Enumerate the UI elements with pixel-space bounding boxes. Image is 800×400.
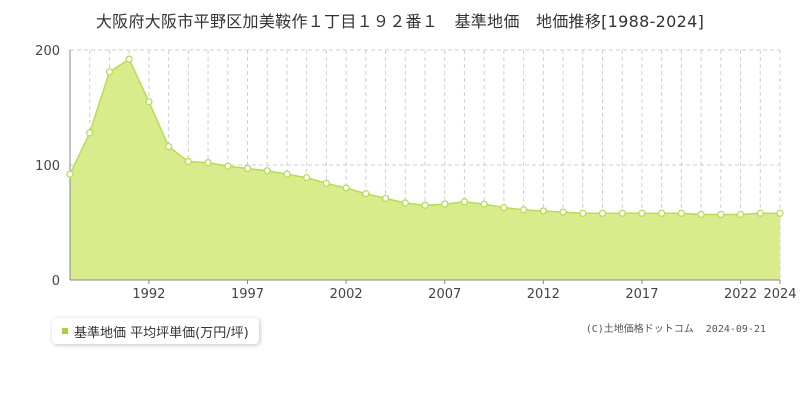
copyright: (C)土地価格ドットコム 2024-09-21 — [586, 320, 766, 335]
data-point — [401, 199, 409, 207]
data-point — [480, 200, 488, 208]
data-point — [86, 129, 94, 137]
x-tick-label: 2017 — [625, 287, 658, 302]
x-tick-label: 2007 — [428, 287, 461, 302]
x-tick-label: 1992 — [132, 287, 165, 302]
y-tick-labels: 0 100 200 — [35, 44, 60, 289]
x-tick-label: 2022 — [724, 287, 757, 302]
data-point — [322, 179, 331, 188]
y-tick-label: 100 — [35, 159, 60, 174]
data-point — [381, 194, 390, 203]
legend: 基準地価 平均坪単価(万円/坪) — [52, 318, 259, 344]
data-point — [441, 200, 449, 208]
data-point — [638, 209, 646, 217]
data-point — [598, 209, 607, 217]
data-point — [421, 201, 429, 209]
data-point — [224, 162, 232, 170]
data-point — [559, 208, 567, 216]
data-point — [460, 198, 469, 206]
data-point — [717, 210, 725, 219]
x-tick-label: 1997 — [231, 287, 264, 302]
chart-title: 大阪府大阪市平野区加美鞍作１丁目１９２番１ 基準地価 地価推移[1988-202… — [95, 12, 705, 31]
copyright-date: 2024-09-21 — [705, 324, 766, 335]
series-area — [70, 59, 780, 281]
data-point — [243, 164, 252, 173]
y-tick-label: 200 — [35, 44, 60, 59]
data-point — [756, 209, 764, 217]
data-point — [519, 206, 528, 214]
axes — [69, 50, 781, 284]
data-point — [776, 209, 784, 217]
data-point — [66, 170, 74, 178]
x-tick-label: 2012 — [527, 287, 560, 302]
x-tick-label: 2024 — [763, 287, 796, 302]
data-point — [658, 209, 666, 217]
data-point — [263, 167, 271, 175]
data-point — [125, 55, 133, 63]
points-layer — [66, 55, 784, 219]
data-point — [105, 68, 114, 76]
data-point — [145, 98, 153, 106]
data-point — [342, 184, 350, 192]
data-point — [362, 190, 370, 198]
data-point — [283, 170, 291, 178]
data-point — [736, 210, 745, 219]
x-tick-labels: 1992 1997 2002 2007 2012 2017 2022 2024 — [132, 287, 796, 302]
data-point — [500, 203, 508, 212]
data-point — [697, 210, 705, 219]
data-point — [618, 209, 626, 217]
data-point — [164, 142, 173, 151]
legend-swatch — [62, 328, 68, 334]
data-point — [184, 157, 192, 166]
data-point — [677, 209, 686, 217]
data-point — [539, 207, 547, 215]
data-point — [303, 173, 311, 182]
copyright-text: (C)土地価格ドットコム — [585, 324, 694, 335]
data-point — [579, 209, 587, 217]
x-tick-label: 2002 — [330, 287, 363, 302]
data-point — [204, 159, 212, 167]
legend-label: 基準地価 平均坪単価(万円/坪) — [74, 325, 249, 341]
y-tick-label: 0 — [52, 274, 60, 289]
